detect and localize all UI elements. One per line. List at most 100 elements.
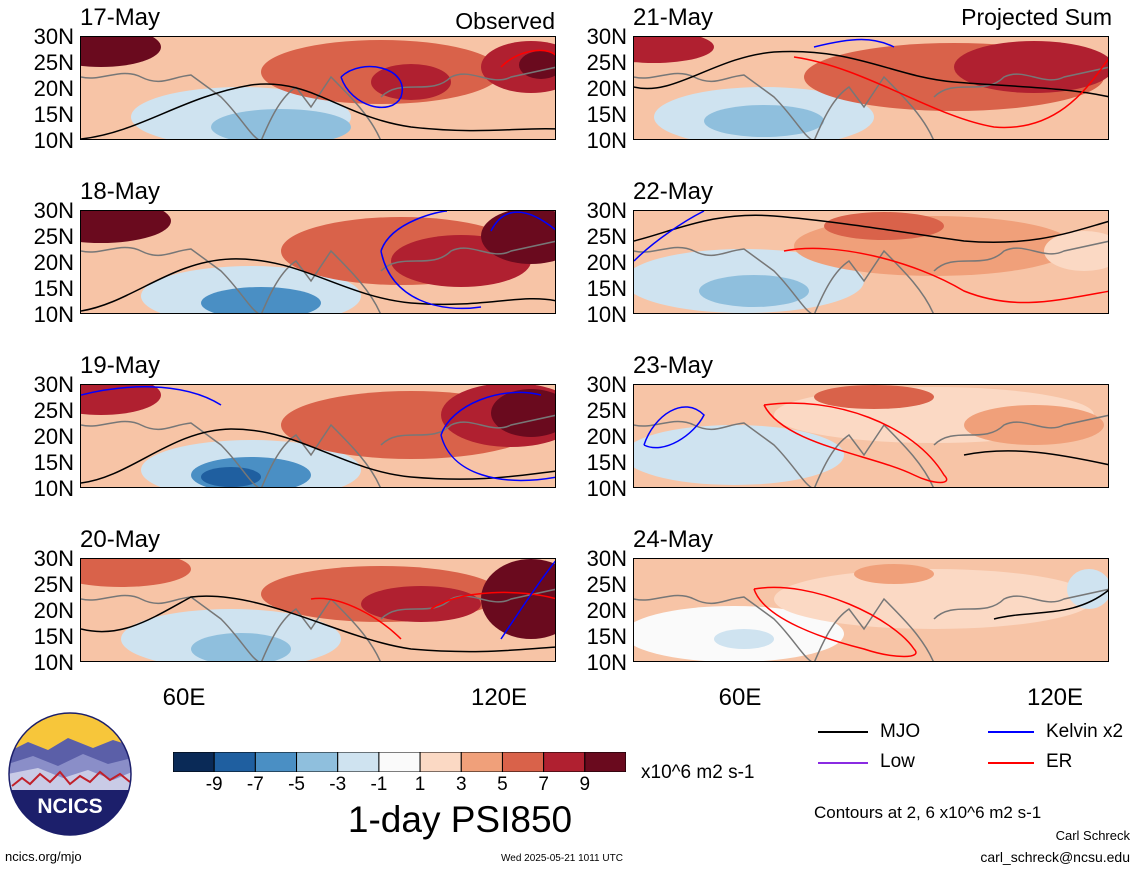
wave-contour [643, 406, 705, 449]
colorbar-swatch [419, 751, 462, 773]
colorbar-tick-label: 3 [455, 774, 467, 795]
source-url[interactable]: ncics.org/mjo [5, 849, 82, 864]
left-panel-3-lat-label: 30N [33, 372, 74, 397]
observed-label: Observed [455, 8, 555, 34]
colorbar-tick-label: -7 [246, 774, 264, 795]
legend-line-er [988, 762, 1034, 764]
colorbar-swatch [254, 751, 298, 773]
psi-anomaly-shading [634, 425, 844, 485]
right-panel-3-date: 23-May [633, 352, 714, 379]
coastline [634, 66, 1108, 139]
right-panel-4-date: 24-May [633, 526, 714, 553]
left-panel-3-date: 19-May [80, 352, 161, 379]
right-panel-2-lat-label: 10N [586, 302, 627, 327]
coastline [81, 414, 555, 487]
coastline [634, 240, 1108, 313]
right-panel-3-lat-label: 20N [586, 424, 627, 449]
coastline [81, 240, 555, 313]
legend-line-low [818, 762, 868, 764]
lon-label-120e-left: 120E [470, 684, 528, 711]
legend-label-er: ER [1046, 751, 1073, 772]
colorbar-swatch [501, 751, 545, 773]
psi-anomaly-shading [1044, 231, 1108, 271]
psi-anomaly-shading [81, 37, 161, 67]
left-panel-2-lat-label: 20N [33, 250, 74, 275]
wave-contour [500, 560, 555, 640]
wave-contour [634, 50, 1108, 98]
legend-label-mjo: MJO [880, 721, 921, 742]
psi-anomaly-shading [81, 559, 191, 587]
right-panel-1-lat-label: 10N [586, 128, 627, 153]
right-panel-4-lat-label: 25N [586, 572, 627, 597]
colorbar [172, 751, 627, 773]
right-panel-2-lat-label: 20N [586, 250, 627, 275]
right-panel-2-lat-label: 25N [586, 224, 627, 249]
legend-line-kelvin [988, 731, 1034, 733]
lon-label-120e-right: 120E [1026, 684, 1084, 711]
lon-label-60e-right: 60E [718, 684, 762, 711]
right-panel-1-date: 21-May [633, 4, 714, 31]
colorbar-tick-label: 5 [497, 774, 508, 795]
left-panel-1-date: 17-May [80, 4, 161, 31]
right-panel-4-lat-label: 15N [586, 624, 627, 649]
wave-contour [490, 211, 555, 232]
coastline [81, 66, 555, 139]
right-panel-1-lat-label: 25N [586, 50, 627, 75]
left-panel-3-map [80, 384, 556, 488]
wave-contour [81, 83, 555, 139]
colorbar-swatch [337, 751, 380, 773]
colorbar-tick-label: -5 [288, 774, 305, 795]
psi-anomaly-shading [1067, 569, 1108, 609]
wave-contour [963, 450, 1108, 466]
left-panel-4-date: 20-May [80, 526, 161, 553]
right-panel-1-lat-label: 30N [586, 24, 627, 49]
wave-contour [380, 211, 482, 310]
psi-anomaly-shading [774, 569, 1094, 629]
colorbar-swatch [213, 751, 256, 773]
left-panel-1-lat-label: 25N [33, 50, 74, 75]
legend-line-mjo [818, 731, 868, 733]
left-panel-4-lat-label: 20N [33, 598, 74, 623]
colorbar-tick-label: -1 [370, 774, 388, 795]
coastline [634, 588, 1108, 661]
left-panel-1-map [80, 36, 556, 140]
wave-contour [81, 258, 555, 312]
right-panel-2-date: 22-May [633, 178, 714, 205]
wave-contour [440, 391, 555, 482]
left-panel-4-lat-label: 10N [33, 650, 74, 675]
psi-anomaly-shading [954, 41, 1108, 93]
ncics-logo: NCICS [8, 712, 132, 836]
colorbar-swatch [543, 751, 586, 773]
wave-contour [310, 597, 402, 640]
psi-anomaly-shading [854, 564, 934, 584]
psi-anomaly-shading [634, 37, 714, 63]
right-panel-3-lat-label: 10N [586, 476, 627, 501]
wave-contour [430, 591, 555, 610]
left-panel-2-lat-label: 25N [33, 224, 74, 249]
projected-label: Projected Sum [961, 4, 1112, 30]
right-panel-2-lat-label: 30N [586, 198, 627, 223]
left-panel-2-date: 18-May [80, 178, 161, 205]
psi-anomaly-shading [81, 211, 171, 243]
left-panel-3-lat-label: 20N [33, 424, 74, 449]
wave-contour [500, 49, 555, 68]
wave-contour [634, 214, 1108, 244]
colorbar-units: x10^6 m2 s-1 [641, 762, 755, 783]
legend-label-kelvin: Kelvin x2 [1046, 721, 1124, 742]
left-panel-4-lat-label: 30N [33, 546, 74, 571]
left-panel-1-lat-label: 30N [33, 24, 74, 49]
colorbar-swatch [296, 751, 339, 773]
wave-contour [763, 402, 948, 484]
colorbar-tick-label: 9 [579, 774, 591, 795]
right-panel-4-lat-label: 10N [586, 650, 627, 675]
contour-note: Contours at 2, 6 x10^6 m2 s-1 [814, 803, 1042, 822]
left-panel-4-map [80, 558, 556, 662]
right-panel-2-lat-label: 15N [586, 276, 627, 301]
psi-anomaly-shading [714, 629, 774, 649]
left-panel-2-lat-label: 15N [33, 276, 74, 301]
psi-anomaly-shading [699, 275, 809, 307]
psi-anomaly-shading [81, 385, 161, 415]
left-panel-1-lat-label: 15N [33, 102, 74, 127]
right-panel-3-lat-label: 25N [586, 398, 627, 423]
right-panel-3-lat-label: 30N [586, 372, 627, 397]
